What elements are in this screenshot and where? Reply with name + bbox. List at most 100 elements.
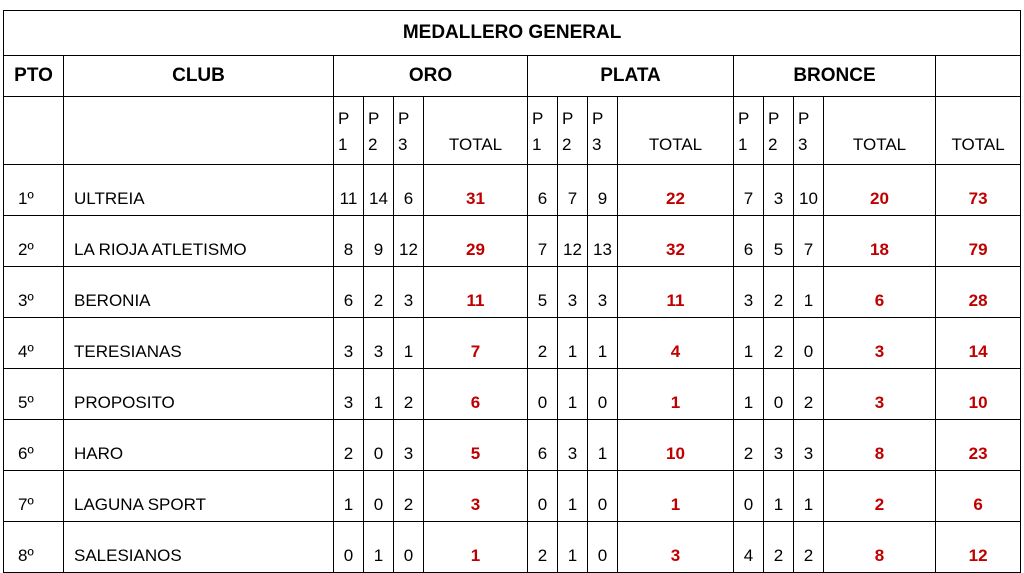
group-total: 5 [423,419,528,471]
medal-count: 2 [527,521,558,573]
medal-count: 0 [763,368,794,420]
subheader-line: P [532,109,544,128]
medal-count: 1 [557,470,588,522]
page: MEDALLERO GENERAL PTO CLUB ORO PLATA BRONCE P 1… [2,10,1022,573]
subheader-total: TOTAL [423,96,528,165]
medal-count: 0 [587,368,618,420]
medal-count: 3 [333,317,364,369]
medal-count: 2 [763,521,794,573]
subheader-line: 2 [768,135,778,154]
medal-count: 0 [587,521,618,573]
subheader-line: P [592,109,604,128]
data-row: 1º ULTREIA 11 14 6 31 6 7 9 22 7 3 10 20 73 [3,164,1022,216]
group-total: 3 [617,521,734,573]
medal-count: 10 [793,164,824,216]
group-total: 7 [423,317,528,369]
grand-total: 6 [934,470,1022,522]
group-total: 1 [423,521,528,573]
position: 1º [3,164,64,216]
medal-count: 6 [527,419,558,471]
medal-count: 0 [527,470,558,522]
medal-count: 2 [733,419,764,471]
group-total: 32 [617,215,734,267]
empty-cell [3,96,64,165]
medal-count: 2 [393,368,424,420]
position: 3º [3,266,64,318]
header-cell: ORO [333,55,528,97]
medal-count: 8 [333,215,364,267]
medal-count: 12 [393,215,424,267]
medal-count: 1 [733,368,764,420]
medal-count: 1 [557,368,588,420]
medal-count: 3 [763,164,794,216]
medal-count: 9 [587,164,618,216]
medal-count: 1 [793,470,824,522]
group-total: 3 [823,317,936,369]
grand-total: 23 [934,419,1022,471]
medal-count: 3 [733,266,764,318]
subheader-line: P [562,109,574,128]
club-name: SALESIANOS [63,521,334,573]
position: 5º [3,368,64,420]
subheader-line: 1 [738,135,748,154]
subheader-line: P [338,109,350,128]
medal-count: 0 [527,368,558,420]
medal-count: 3 [587,266,618,318]
header-cell: BRONCE [733,55,936,97]
medal-count: 6 [333,266,364,318]
group-total: 18 [823,215,936,267]
medal-count: 6 [393,164,424,216]
medal-count: 6 [733,215,764,267]
medal-count: 1 [587,317,618,369]
medal-count: 1 [793,266,824,318]
header-cell: CLUB [63,55,334,97]
group-total: 29 [423,215,528,267]
group-total: 1 [617,368,734,420]
club-name: HARO [63,419,334,471]
medal-count: 2 [793,368,824,420]
medal-count: 1 [363,521,394,573]
subheader-line: 1 [532,135,542,154]
medal-count: 1 [587,419,618,471]
medal-count: 2 [527,317,558,369]
medal-count: 2 [393,470,424,522]
medal-count: 11 [333,164,364,216]
head-row: PTO CLUB ORO PLATA BRONCE [3,55,1022,97]
medal-count: 7 [527,215,558,267]
data-row: 2º LA RIOJA ATLETISMO 8 9 12 29 7 12 13 32 6 5 7 18 79 [3,215,1022,267]
data-row: 5º PROPOSITO 3 1 2 6 0 1 0 1 1 0 2 3 10 [3,368,1022,420]
medal-count: 4 [733,521,764,573]
group-total: 2 [823,470,936,522]
group-total: 8 [823,521,936,573]
group-total: 8 [823,419,936,471]
position: 8º [3,521,64,573]
medal-count: 3 [333,368,364,420]
table-title: MEDALLERO GENERAL [2,10,1022,56]
grand-total: 73 [934,164,1022,216]
medal-count: 5 [763,215,794,267]
medal-count: 12 [557,215,588,267]
data-row: 7º LAGUNA SPORT 1 0 2 3 0 1 0 1 0 1 1 2 6 [3,470,1022,522]
medal-count: 1 [763,470,794,522]
grand-total: 28 [934,266,1022,318]
medal-count: 1 [557,317,588,369]
medal-count: 7 [733,164,764,216]
data-row: 3º BERONIA 6 2 3 11 5 3 3 11 3 2 1 6 28 [3,266,1022,318]
group-total: 22 [617,164,734,216]
group-total: 31 [423,164,528,216]
group-total: 3 [423,470,528,522]
position: 7º [3,470,64,522]
medal-count: 14 [363,164,394,216]
grand-total: 10 [934,368,1022,420]
medal-count: 0 [333,521,364,573]
subheader-line: 2 [368,135,378,154]
medal-count: 1 [333,470,364,522]
medal-count: 7 [793,215,824,267]
header-cell: PTO [3,55,64,97]
empty-cell [934,55,1022,97]
group-total: 11 [423,266,528,318]
